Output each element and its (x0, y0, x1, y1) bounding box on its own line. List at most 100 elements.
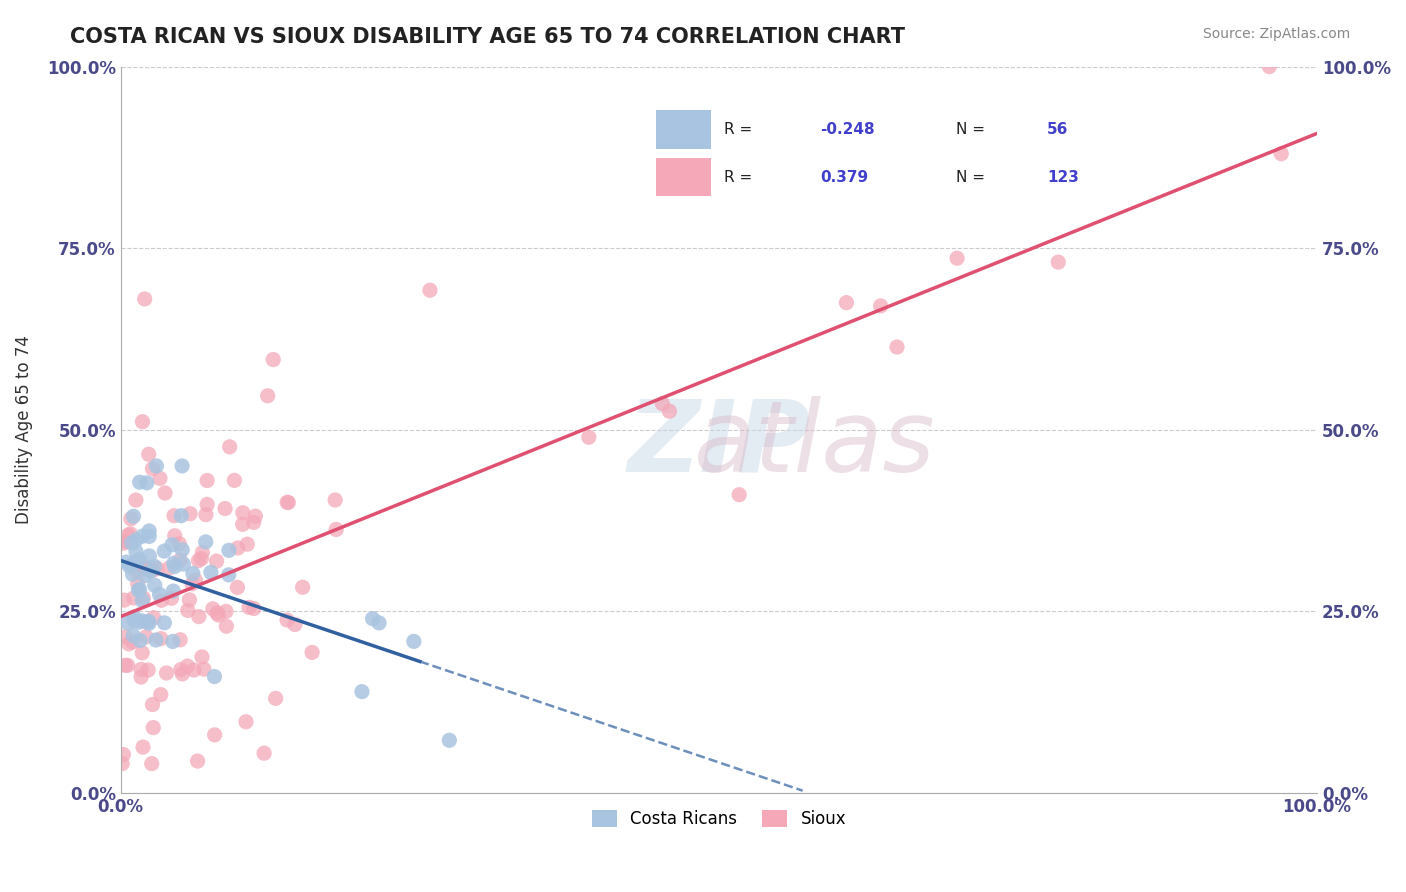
Point (143, 559, 166, 574)
Point (181, 566, 204, 581)
Point (138, 616, 160, 631)
Point (183, 663, 205, 677)
Point (179, 507, 201, 521)
Point (1258, 60, 1281, 74)
Point (194, 534, 217, 549)
Point (236, 537, 259, 551)
Point (118, 637, 141, 651)
Point (141, 698, 163, 712)
Point (122, 509, 145, 524)
Point (145, 458, 167, 473)
Point (117, 615, 139, 630)
Point (117, 528, 139, 542)
Point (127, 565, 149, 579)
Point (187, 609, 209, 624)
Point (402, 634, 425, 648)
Point (193, 662, 215, 676)
Point (301, 645, 323, 659)
Point (179, 592, 201, 607)
Point (149, 688, 172, 702)
Point (134, 560, 156, 574)
Point (276, 613, 298, 627)
Point (129, 670, 152, 684)
Point (153, 544, 176, 558)
Point (886, 340, 908, 354)
Point (169, 536, 191, 550)
Point (135, 475, 157, 490)
Point (172, 458, 194, 473)
Point (194, 508, 217, 522)
Point (253, 746, 276, 760)
Point (114, 534, 136, 549)
Point (172, 542, 194, 557)
Point (243, 601, 266, 615)
Point (136, 663, 159, 677)
Point (138, 447, 160, 461)
Point (149, 632, 172, 646)
Point (195, 474, 218, 488)
Point (195, 497, 218, 511)
Point (226, 541, 249, 555)
Point (142, 610, 165, 624)
Point (118, 559, 141, 574)
Point (121, 536, 143, 550)
Point (187, 553, 209, 567)
Y-axis label: Disability Age 65 to 74: Disability Age 65 to 74 (15, 335, 32, 524)
Point (125, 533, 148, 547)
Point (361, 612, 384, 626)
Point (256, 389, 278, 403)
Point (163, 559, 186, 574)
Point (163, 556, 186, 570)
Point (578, 430, 600, 444)
Point (135, 630, 157, 644)
Point (129, 662, 152, 676)
Point (112, 747, 135, 762)
Point (291, 580, 314, 594)
Point (128, 552, 150, 566)
Point (125, 544, 148, 558)
Point (207, 607, 229, 622)
Point (150, 593, 173, 607)
Point (138, 529, 160, 543)
Point (204, 669, 226, 683)
Point (111, 756, 134, 771)
Point (350, 684, 373, 698)
Point (190, 551, 212, 566)
Point (142, 564, 165, 578)
Point (148, 587, 170, 601)
Point (128, 615, 150, 629)
Point (187, 754, 209, 768)
Point (117, 658, 139, 673)
Point (215, 619, 238, 633)
Point (121, 635, 143, 649)
Point (128, 582, 150, 597)
Point (172, 557, 194, 571)
Point (245, 509, 267, 524)
Point (125, 555, 148, 569)
Point (160, 538, 183, 552)
Point (139, 565, 162, 579)
Point (134, 562, 156, 576)
Point (215, 604, 238, 618)
Point (277, 495, 299, 509)
Point (169, 632, 191, 647)
Point (1047, 255, 1070, 269)
Point (276, 495, 298, 509)
Point (218, 567, 240, 582)
Point (226, 581, 249, 595)
Point (149, 471, 172, 485)
Point (114, 658, 136, 673)
Point (184, 573, 207, 587)
Point (238, 600, 260, 615)
Point (205, 554, 228, 568)
Point (218, 440, 240, 454)
Point (200, 566, 222, 580)
Point (129, 633, 152, 648)
Point (325, 523, 347, 537)
Point (131, 415, 153, 429)
Point (651, 397, 673, 411)
Point (131, 593, 153, 607)
Point (218, 543, 240, 558)
Point (138, 524, 160, 538)
Point (181, 576, 204, 591)
